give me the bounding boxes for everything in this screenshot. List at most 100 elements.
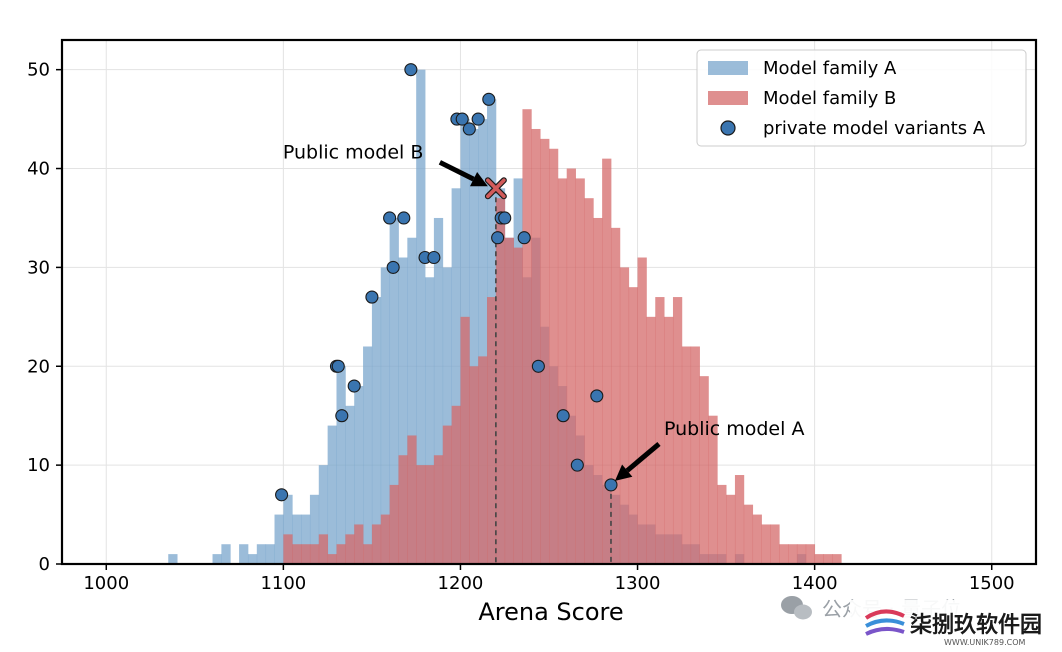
bar-family-b [540,138,550,564]
bar-family-b [628,287,638,564]
x-axis-label: Arena Score [478,598,623,626]
bar-family-b [734,475,745,564]
bar-family-b [779,544,789,564]
bar-family-b [513,247,523,565]
watermark: 公众号 · 量子位 柒捌玖软件园 WWW.UNIK789.COM [781,596,1062,652]
bar-family-b [504,237,514,565]
x-tick-label: 1500 [969,573,1015,594]
point [471,112,485,126]
bar-family-b [681,346,692,564]
bar-family-b [469,366,479,564]
bar-family-b [433,455,444,564]
bar-family-b [478,356,488,564]
bar-family-b [796,544,807,564]
bar-family-b [743,504,754,564]
legend-swatch-family-b [708,91,748,105]
wechat-icon [781,596,812,620]
bar-family-a [442,267,452,564]
legend-label-private-variants: private model variants A [763,118,986,139]
watermark-brand: 柒捌玖软件园 [910,612,1042,638]
series-family-b-bars [283,109,842,565]
bar-family-b [637,257,647,564]
bar-family-b [345,534,355,564]
bar-family-b [752,514,762,564]
bar-family-b [363,544,373,564]
bar-family-a [345,405,355,564]
bar-family-b [292,544,302,564]
point [498,211,512,225]
x-tick-label: 1200 [438,573,484,594]
point [482,92,496,106]
bar-family-b [788,544,798,564]
bar-family-b [557,178,568,564]
point [383,211,397,225]
y-tick-label: 0 [39,554,50,575]
point [347,379,361,393]
bar-family-b [823,554,833,564]
bar-family-b [726,494,736,564]
watermark-brand-backdrop [850,600,1062,652]
bar-family-b [717,484,727,564]
bar-family-b [487,297,497,564]
private-variant-points [275,63,618,502]
bar-family-b [318,534,329,564]
point [275,488,289,502]
bar-family-b [566,168,576,564]
bar-family-b [309,544,320,564]
bar-family-b [301,544,311,564]
legend-marker-private-variants [720,120,736,136]
cross-fill [486,178,506,199]
bar-family-b [336,544,346,564]
point [556,409,570,423]
y-tick-label: 10 [27,455,50,476]
annotation-dashed-lines [495,188,612,564]
bar-family-b [610,227,621,564]
bar-family-a [168,554,178,564]
bar-family-b [522,109,532,564]
bar-family-a [221,544,231,564]
point [331,359,345,373]
bar-family-b [398,455,408,564]
bar-family-a [398,257,408,564]
bar-family-b [283,534,293,564]
bar-family-a [283,494,293,564]
point [397,211,411,225]
bar-family-b [655,297,665,564]
legend-label-family-b: Model family B [763,88,896,109]
point [462,122,476,136]
bar-family-a [416,69,426,565]
annotation-arrows [438,160,661,481]
bar-family-a [327,425,337,564]
bar-family-b [389,484,399,564]
bar-family-a [256,544,267,564]
bar-family-b [761,524,771,564]
annotation-public-model-a: Public model A [664,418,804,440]
annotation-labels: Public model B Public model A [283,141,805,440]
bar-family-a [425,277,435,564]
bar-family-a [407,237,417,565]
legend-box [696,49,1027,147]
x-tick-label: 1400 [792,573,838,594]
point [531,359,545,373]
arrow-public-a-head [614,464,633,481]
watermark-url: WWW.UNIK789.COM [944,638,1025,647]
bar-family-a [239,544,249,564]
bar-family-b [770,524,780,564]
bar-family-a [247,554,258,564]
axis-ticks: 1000 1100 1200 1300 1400 1500 0 10 20 30 40 50 [27,60,1015,594]
bar-family-a [301,514,311,564]
x-tick-label: 1100 [260,573,306,594]
bar-family-b [549,148,559,565]
bar-family-a [371,297,382,564]
bar-family-b [619,267,630,564]
point [427,250,441,265]
bar-family-b [407,435,417,564]
bar-family-a [309,494,320,564]
bar-family-b [699,376,709,564]
bar-family-b [531,128,541,564]
bar-family-a [451,188,461,564]
bar-family-a [318,465,329,564]
point [517,231,531,245]
bar-family-b [371,524,382,564]
arrow-public-a-shaft [625,441,661,473]
